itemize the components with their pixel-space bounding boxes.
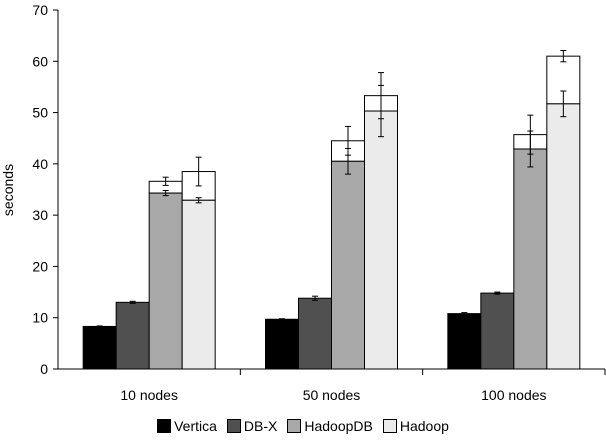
bar-hadoopdb	[148, 192, 183, 370]
error-bars	[96, 50, 567, 328]
bar-hadoop	[364, 110, 398, 370]
y-tick-label: 40	[32, 156, 48, 172]
y-tick-label: 20	[32, 258, 48, 274]
bar-db-x	[298, 297, 332, 370]
y-tick-label: 10	[32, 310, 48, 326]
y-tick-label: 70	[32, 2, 48, 18]
legend-item-hadoop: Hadoop	[382, 418, 449, 434]
bar-hadoopdb	[513, 148, 548, 370]
legend-item-hadoopdb: HadoopDB	[287, 418, 373, 434]
bar-db-x	[480, 292, 515, 370]
legend-label: Vertica	[174, 418, 217, 434]
bar-hadoopdb	[331, 160, 365, 370]
legend-item-db-x: DB-X	[226, 418, 278, 434]
legend-item-vertica: Vertica	[157, 418, 217, 434]
x-category-label: 50 nodes	[303, 387, 361, 403]
bar-hadoop	[546, 103, 581, 370]
y-axis-label: seconds	[0, 164, 16, 216]
legend-label: HadoopDB	[304, 418, 373, 434]
legend-swatch	[287, 419, 302, 433]
legend-label: DB-X	[243, 418, 278, 434]
bar-db-x	[115, 301, 150, 370]
x-category-label: 100 nodes	[481, 387, 546, 403]
bars	[82, 55, 581, 370]
bar-vertica	[447, 313, 482, 370]
y-tick-label: 0	[40, 361, 48, 377]
legend-swatch	[382, 419, 397, 433]
bar-vertica	[82, 325, 117, 370]
x-category-label: 10 nodes	[120, 387, 178, 403]
y-tick-label: 60	[32, 53, 48, 69]
bar-vertica	[265, 318, 299, 370]
y-tick-label: 30	[32, 207, 48, 223]
y-tick-label: 50	[32, 105, 48, 121]
legend-label: Hadoop	[399, 418, 449, 434]
legend-swatch	[157, 419, 172, 433]
bar-hadoop	[181, 199, 216, 370]
legend-swatch	[226, 419, 241, 433]
x-axis-category-labels: 10 nodes 50 nodes 100 nodes	[120, 369, 606, 403]
y-axis-ticks: 0 10 20 30 40 50 60 70	[32, 2, 58, 377]
legend: Vertica DB-X HadoopDB Hadoop	[0, 418, 606, 434]
